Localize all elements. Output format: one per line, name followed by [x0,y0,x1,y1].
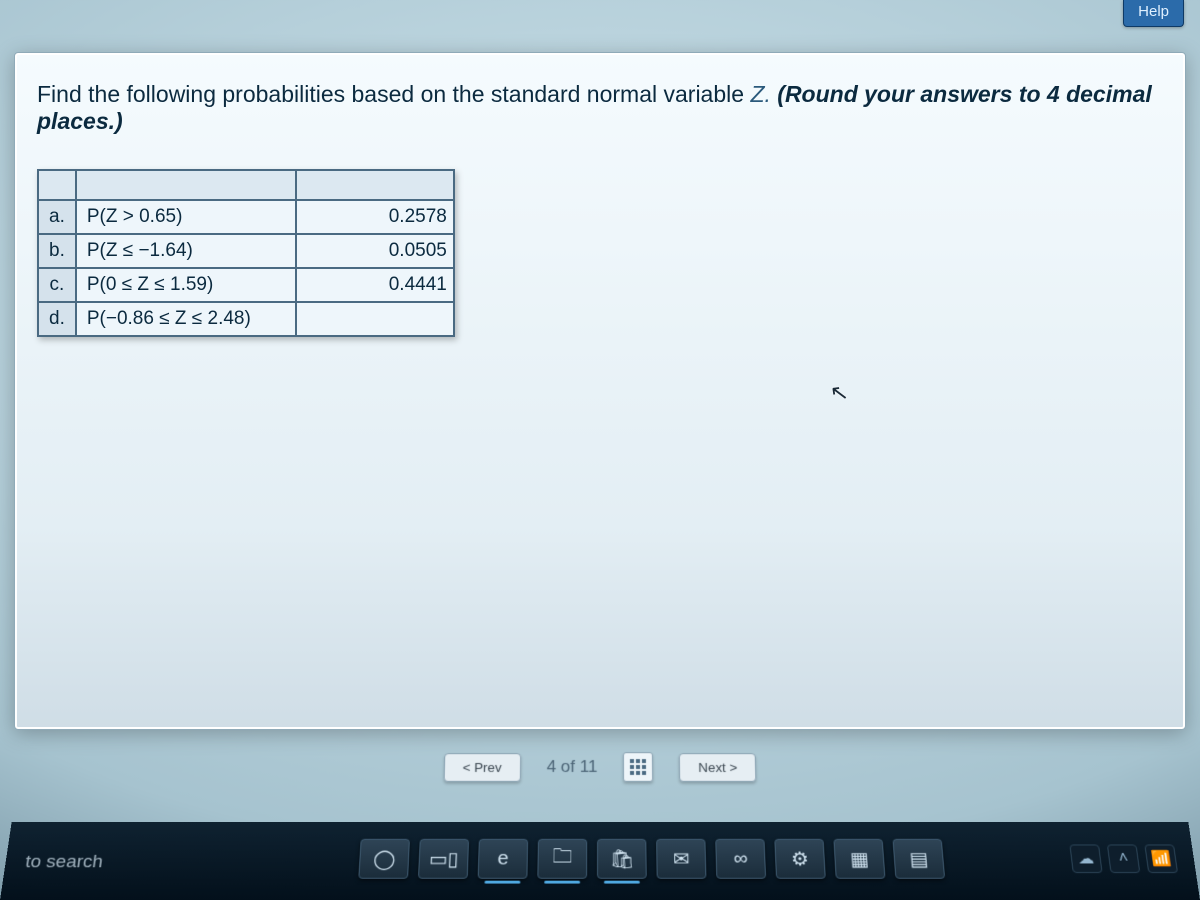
row-letter: c. [38,268,76,302]
next-button[interactable]: Next > [679,753,756,782]
row-letter: b. [38,234,76,268]
answer-input-b[interactable] [297,235,453,267]
table-row: b. P(Z ≤ −1.64) [38,234,454,268]
prompt-lead: Find the following probabilities based o… [37,81,750,107]
taskbar: to search ◯▭▯e🗀🛍✉∞⚙▦▤ ☁˄📶 [0,822,1200,900]
probability-table: a. P(Z > 0.65) b. P(Z ≤ −1.64) c. P(0 ≤ … [37,169,455,337]
grid-icon[interactable] [623,752,653,782]
row-letter: d. [38,302,76,336]
wifi-icon[interactable]: 📶 [1144,845,1178,874]
mail-icon[interactable]: ✉ [656,839,706,879]
cursor-icon: ↖ [828,379,850,407]
cortana-icon[interactable]: ◯ [358,839,410,879]
table-row: a. P(Z > 0.65) [38,200,454,234]
table-row: c. P(0 ≤ Z ≤ 1.59) [38,268,454,302]
onedrive-icon[interactable]: ☁ [1069,845,1102,874]
table-header-blank-3 [296,170,454,200]
table-row: d. P(−0.86 ≤ Z ≤ 2.48) [38,302,454,336]
row-desc: P(Z > 0.65) [76,200,296,234]
row-desc: P(−0.86 ≤ Z ≤ 2.48) [76,302,296,336]
chevron-up-icon[interactable]: ˄ [1107,845,1140,874]
settings-icon[interactable]: ⚙ [774,839,825,879]
taskview-icon[interactable]: ▭▯ [418,839,469,879]
link-icon[interactable]: ∞ [715,839,766,879]
system-tray: ☁˄📶 [1069,845,1178,874]
search-hint[interactable]: to search [17,852,114,879]
row-desc: P(Z ≤ −1.64) [76,234,296,268]
question-card: Find the following probabilities based o… [14,52,1186,730]
app-icon[interactable]: ▦ [833,839,885,879]
row-desc: P(0 ≤ Z ≤ 1.59) [76,268,296,302]
prompt-variable: Z. [750,81,770,107]
row-letter: a. [38,200,76,234]
prev-button[interactable]: < Prev [443,753,520,782]
store-icon[interactable]: 🛍 [597,839,647,879]
pager: < Prev 4 of 11 Next > [0,752,1200,782]
answer-input-a[interactable] [297,201,453,233]
edge-icon[interactable]: e [478,839,528,879]
page-progress: 4 of 11 [547,757,598,777]
table-header-blank-2 [76,170,296,200]
doc-icon[interactable]: ▤ [893,839,946,879]
question-prompt: Find the following probabilities based o… [37,81,1163,135]
help-tab[interactable]: Help [1123,0,1184,27]
answer-input-c[interactable] [297,269,453,301]
answer-input-d[interactable] [297,303,453,335]
table-header-blank-1 [38,170,76,200]
explorer-icon[interactable]: 🗀 [537,839,587,879]
